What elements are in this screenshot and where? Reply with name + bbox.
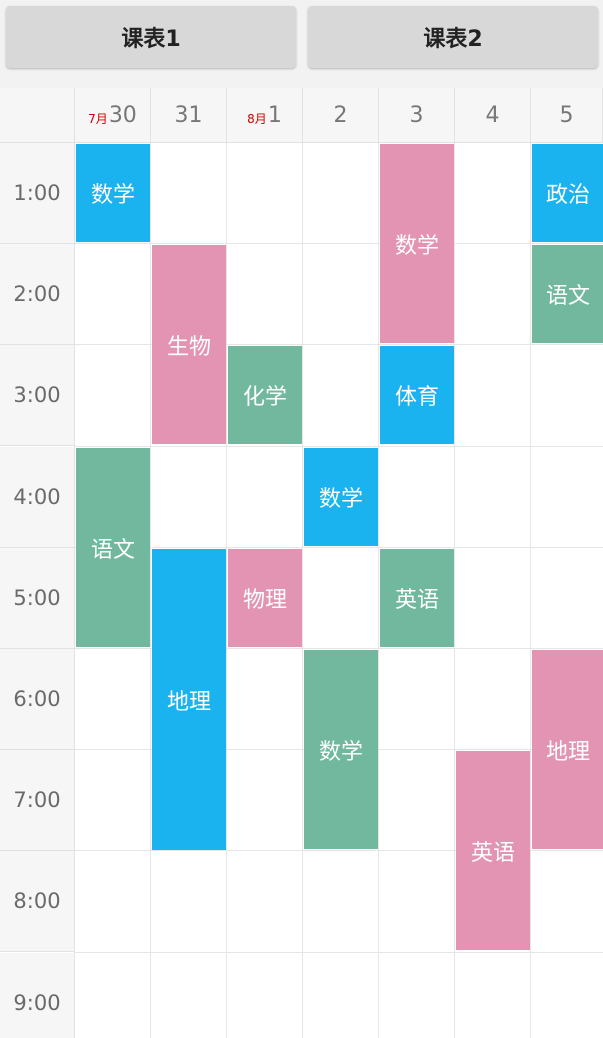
grid-line: [75, 547, 603, 548]
course-block[interactable]: 数学: [304, 650, 378, 849]
time-slot-label: 7:00: [0, 750, 75, 851]
grid-line: [75, 952, 603, 953]
course-block[interactable]: 生物: [152, 245, 226, 444]
day-header: 2: [303, 88, 379, 143]
grid-line: [150, 143, 151, 1038]
course-block[interactable]: 数学: [380, 144, 454, 343]
time-slot-label: 4:00: [0, 447, 75, 548]
grid-line: [75, 243, 603, 244]
course-block[interactable]: 政治: [532, 144, 603, 242]
day-header: 4: [455, 88, 531, 143]
day-number: 4: [485, 102, 500, 128]
course-block[interactable]: 数学: [304, 448, 378, 546]
course-block[interactable]: 数学: [76, 144, 150, 242]
day-number: 3: [409, 102, 424, 128]
day-number: 31: [174, 102, 203, 128]
time-slot-label: 1:00: [0, 143, 75, 244]
course-block[interactable]: 体育: [380, 346, 454, 444]
course-block[interactable]: 英语: [380, 549, 454, 647]
timetable-grid: 7月 30 31 8月 1 2 3 4 5 1:00 2:00 3:00 4:00 5:00 6:00 7:0…: [0, 88, 603, 1038]
grid-line: [75, 446, 603, 447]
grid-line: [378, 143, 379, 1038]
course-block[interactable]: 地理: [152, 549, 226, 850]
grid-line: [226, 143, 227, 1038]
course-block[interactable]: 英语: [456, 751, 530, 950]
grid-line: [75, 648, 603, 649]
course-block[interactable]: 语文: [532, 245, 603, 343]
day-number: 1: [267, 102, 282, 128]
time-slot-label: 8:00: [0, 851, 75, 952]
grid-line: [530, 143, 531, 1038]
day-header: 3: [379, 88, 455, 143]
corner-cell: [0, 88, 75, 143]
day-header: 31: [151, 88, 227, 143]
time-slot-label: 5:00: [0, 548, 75, 649]
course-block[interactable]: 化学: [228, 346, 302, 444]
time-slot-label: 6:00: [0, 649, 75, 750]
grid-line: [75, 344, 603, 345]
course-block[interactable]: 地理: [532, 650, 603, 849]
grid-line: [302, 143, 303, 1038]
timetable-2-button[interactable]: 课表2: [308, 6, 598, 68]
toolbar: 课表1 课表2: [0, 0, 603, 80]
time-slot-label: 9:00: [0, 953, 75, 1038]
time-slot-label: 2:00: [0, 244, 75, 345]
month-label: 8月: [247, 111, 267, 126]
timetable-1-button[interactable]: 课表1: [6, 6, 296, 68]
month-label: 7月: [88, 111, 108, 126]
day-number: 5: [559, 102, 574, 128]
course-block[interactable]: 物理: [228, 549, 302, 647]
grid-line: [454, 143, 455, 1038]
time-slot-label: 3:00: [0, 345, 75, 446]
day-header: 5: [531, 88, 603, 143]
day-number: 2: [333, 102, 348, 128]
course-block[interactable]: 语文: [76, 448, 150, 647]
grid-line: [75, 850, 603, 851]
day-number: 30: [108, 102, 137, 128]
day-header: 8月 1: [227, 88, 303, 143]
day-header: 7月 30: [75, 88, 151, 143]
